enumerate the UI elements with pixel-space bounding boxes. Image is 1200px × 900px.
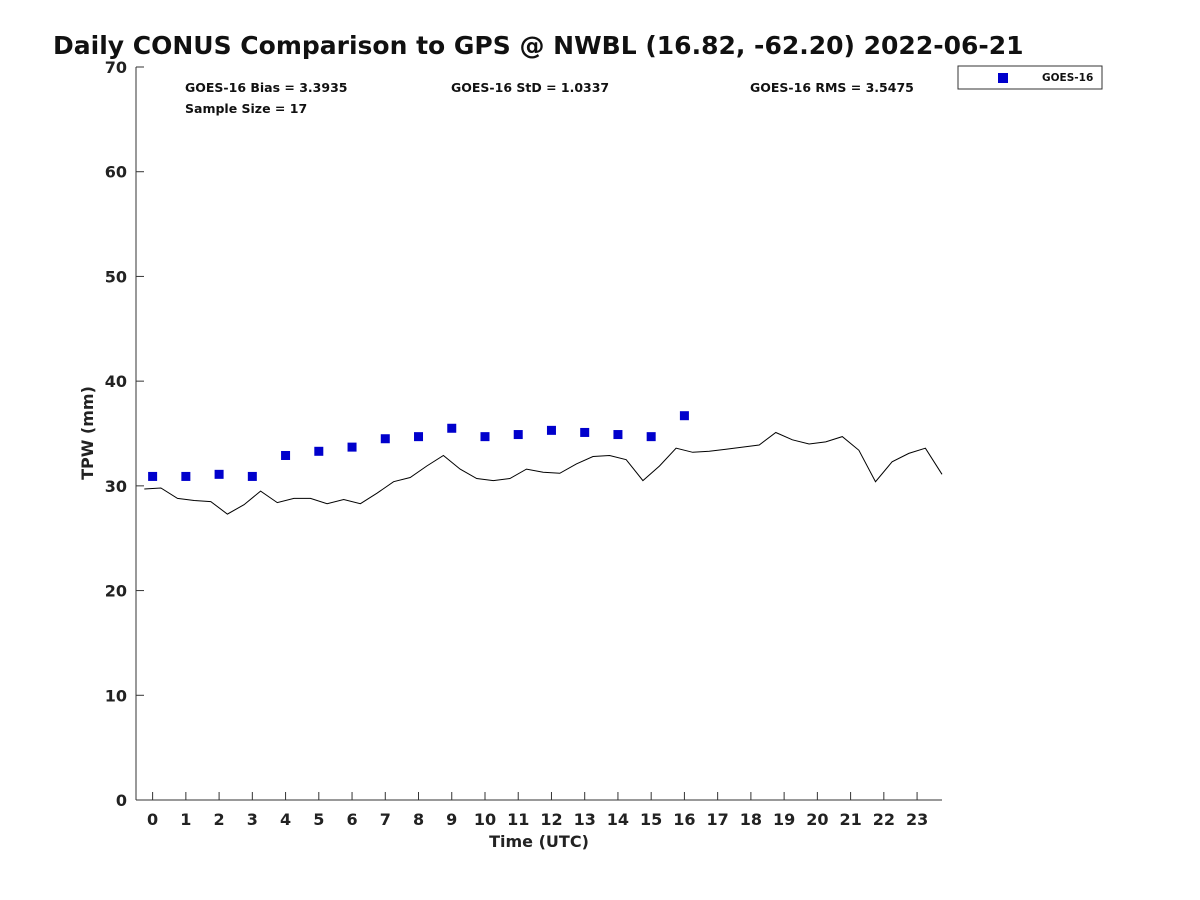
goes16-point bbox=[480, 432, 490, 442]
chart-title: Daily CONUS Comparison to GPS @ NWBL (16… bbox=[53, 31, 1024, 60]
x-tick-label: 7 bbox=[380, 810, 391, 829]
y-tick-label: 30 bbox=[105, 477, 127, 496]
goes16-point bbox=[679, 411, 689, 421]
legend: GOES-16 bbox=[957, 65, 1103, 90]
legend-box bbox=[957, 65, 1103, 90]
goes16-point bbox=[314, 446, 324, 456]
x-tick-label: 5 bbox=[313, 810, 324, 829]
x-tick-label: 0 bbox=[147, 810, 158, 829]
x-tick-label: 8 bbox=[413, 810, 424, 829]
x-tick-label: 10 bbox=[474, 810, 496, 829]
goes16-point bbox=[380, 434, 390, 444]
x-tick-label: 15 bbox=[640, 810, 662, 829]
x-tick-label: 16 bbox=[673, 810, 695, 829]
goes16-point bbox=[546, 425, 556, 435]
goes16-point bbox=[181, 471, 191, 481]
x-tick-label: 17 bbox=[707, 810, 729, 829]
goes16-point bbox=[281, 450, 291, 460]
legend-label-goes16: GOES-16 bbox=[1042, 72, 1093, 84]
stat-rms: GOES-16 RMS = 3.5475 bbox=[750, 80, 914, 95]
x-tick-label: 12 bbox=[540, 810, 562, 829]
y-ticks: 0 10 20 30 40 50 60 70 bbox=[105, 58, 144, 810]
y-tick-label: 20 bbox=[105, 582, 127, 601]
y-tick-label: 0 bbox=[116, 791, 127, 810]
y-tick-label: 70 bbox=[105, 58, 127, 77]
goes16-point bbox=[214, 469, 224, 479]
goes16-point bbox=[646, 432, 656, 442]
goes16-point bbox=[613, 430, 623, 440]
x-ticks: 0 1 2 3 4 5 6 7 8 9 10 11 12 13 14 15 16 17 18 19 20 21 22 23 bbox=[147, 792, 928, 829]
x-axis-label: Time (UTC) bbox=[489, 832, 589, 851]
x-tick-label: 13 bbox=[574, 810, 596, 829]
goes16-point bbox=[347, 442, 357, 452]
y-tick-label: 40 bbox=[105, 372, 127, 391]
x-tick-label: 3 bbox=[247, 810, 258, 829]
x-tick-label: 23 bbox=[906, 810, 928, 829]
stat-sample-size: Sample Size = 17 bbox=[185, 101, 307, 116]
x-tick-label: 21 bbox=[839, 810, 861, 829]
goes16-point bbox=[414, 432, 424, 442]
y-axis-label: TPW (mm) bbox=[78, 386, 97, 480]
x-tick-label: 1 bbox=[180, 810, 191, 829]
goes16-point bbox=[447, 423, 457, 433]
goes16-point bbox=[513, 430, 523, 440]
y-tick-label: 60 bbox=[105, 163, 127, 182]
x-tick-label: 9 bbox=[446, 810, 457, 829]
goes16-points bbox=[148, 411, 689, 481]
x-tick-label: 14 bbox=[607, 810, 629, 829]
x-tick-label: 11 bbox=[507, 810, 529, 829]
y-tick-label: 50 bbox=[105, 267, 127, 286]
x-tick-label: 4 bbox=[280, 810, 291, 829]
plot-area bbox=[136, 67, 942, 800]
x-tick-label: 18 bbox=[740, 810, 762, 829]
legend-marker-goes16 bbox=[998, 73, 1008, 83]
goes16-point bbox=[148, 471, 158, 481]
stat-bias: GOES-16 Bias = 3.3935 bbox=[185, 80, 347, 95]
x-tick-label: 22 bbox=[873, 810, 895, 829]
x-tick-label: 20 bbox=[806, 810, 828, 829]
x-tick-label: 2 bbox=[214, 810, 225, 829]
gps-series-line bbox=[144, 431, 943, 515]
goes16-point bbox=[580, 427, 590, 437]
goes16-point bbox=[247, 471, 257, 481]
y-tick-label: 10 bbox=[105, 686, 127, 705]
x-tick-label: 6 bbox=[346, 810, 357, 829]
stat-std: GOES-16 StD = 1.0337 bbox=[451, 80, 609, 95]
x-tick-label: 19 bbox=[773, 810, 795, 829]
